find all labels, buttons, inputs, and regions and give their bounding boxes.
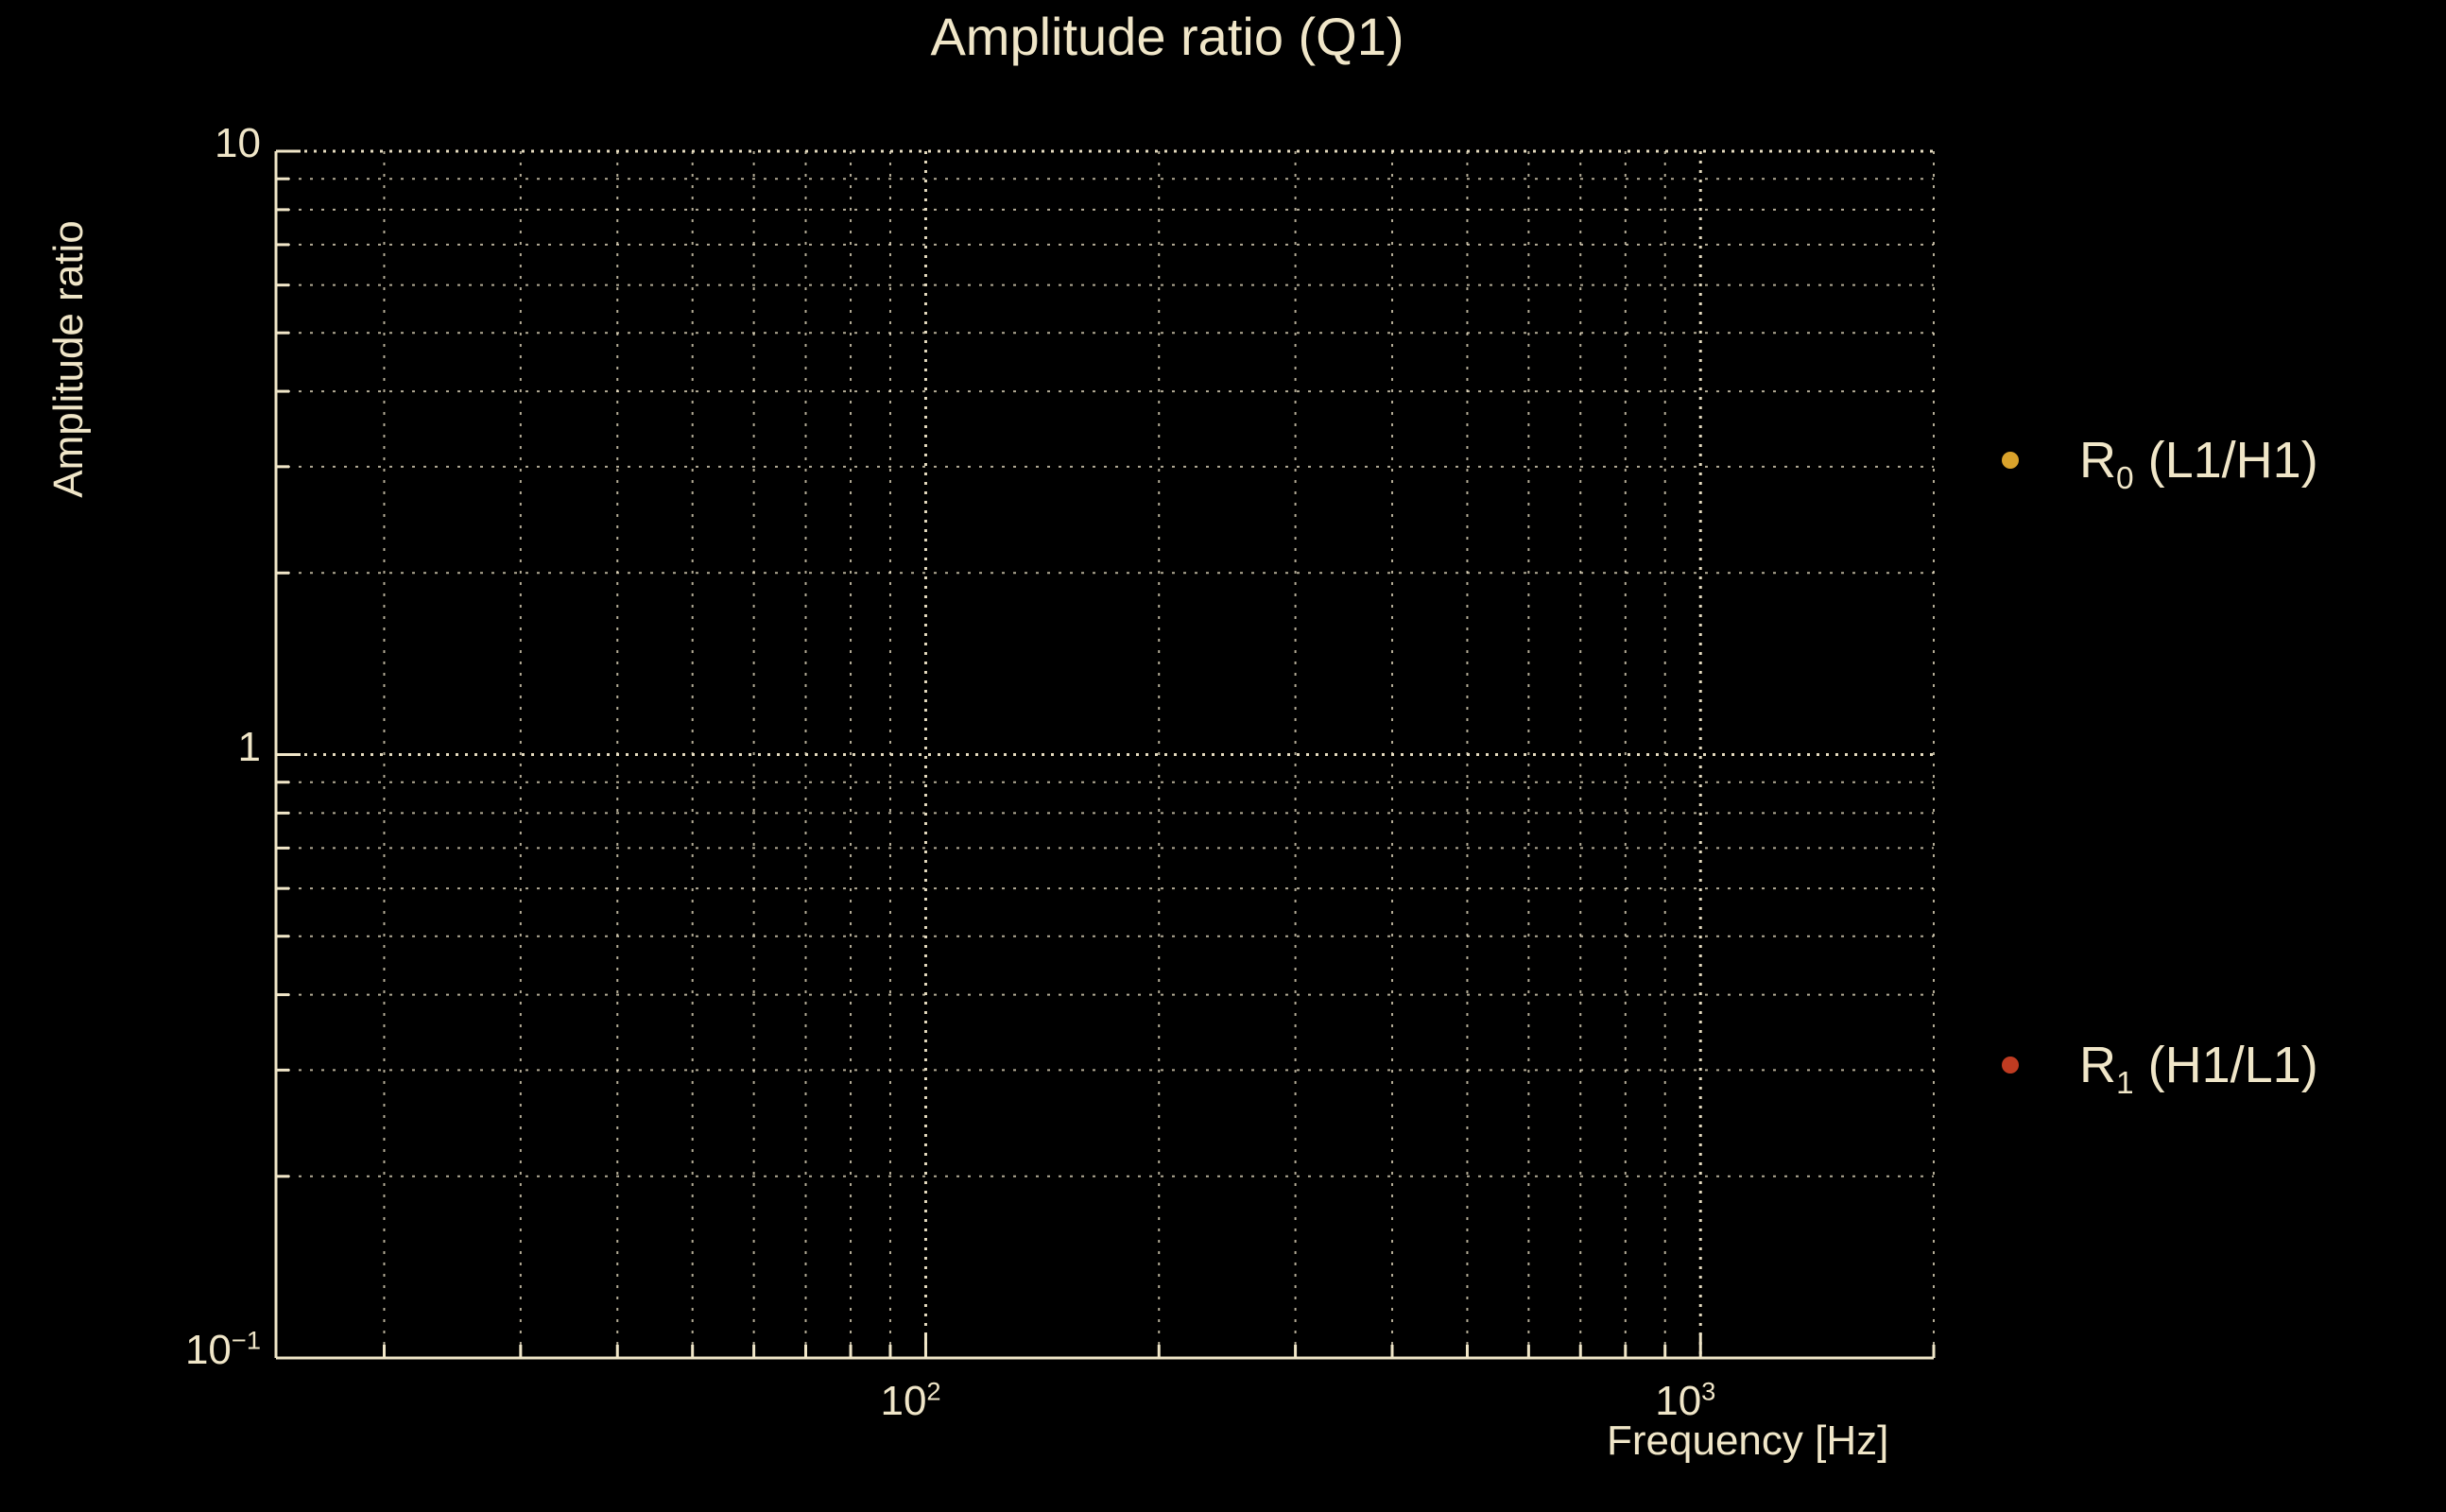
x-axis-title: Frequency [Hz] xyxy=(1607,1418,1889,1464)
chart-title-wrap: Amplitude ratio (Q1) xyxy=(0,6,2334,67)
x-tick-label: 103 xyxy=(1655,1376,1716,1424)
legend-marker-cell xyxy=(1975,1057,2079,1074)
y-tick-label: 10−1 xyxy=(184,1325,261,1373)
axis-frame xyxy=(274,151,1934,1360)
y-tick-label: 1 xyxy=(237,723,261,770)
legend-marker-dot-icon xyxy=(2002,452,2019,469)
legend-label: R0 (L1/H1) xyxy=(2079,432,2318,496)
y-tick-label: 10 xyxy=(215,120,261,166)
chart-title: Amplitude ratio (Q1) xyxy=(930,7,1404,66)
legend-marker-dot-icon xyxy=(2002,1057,2019,1074)
major-vertical-gridlines xyxy=(923,151,1702,1358)
axis-ticks xyxy=(276,149,1936,1360)
legend-marker-cell xyxy=(1975,452,2079,469)
minor-horizontal-gridlines xyxy=(276,178,1934,1177)
x-tick-label: 102 xyxy=(880,1376,941,1424)
legend-entry[interactable]: R1 (H1/L1) xyxy=(1975,1037,2318,1101)
legend-label: R1 (H1/L1) xyxy=(2079,1037,2318,1101)
legend-entry[interactable]: R0 (L1/H1) xyxy=(1975,432,2318,496)
